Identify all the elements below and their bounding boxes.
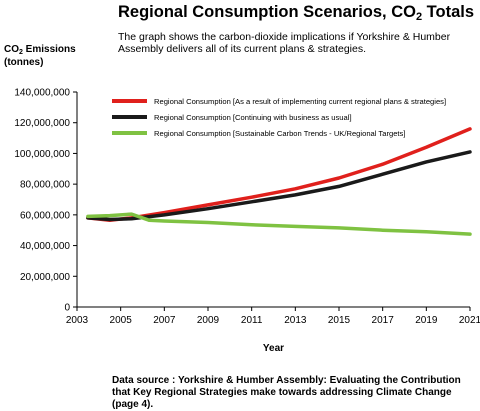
y-tick-label: 120,000,000 <box>14 118 70 129</box>
legend-label-1: Regional Consumption [As a result of imp… <box>154 97 446 106</box>
x-tick-label: 2005 <box>110 315 133 326</box>
legend-label-2: Regional Consumption [Continuing with bu… <box>154 113 352 122</box>
x-tick-label: 2003 <box>66 315 89 326</box>
y-tick-label: 40,000,000 <box>20 241 70 252</box>
legend-label-3: Regional Consumption [Sustainable Carbon… <box>154 129 405 138</box>
x-tick-label: 2021 <box>459 315 480 326</box>
x-axis-title: Year <box>263 343 284 354</box>
x-tick-label: 2013 <box>284 315 307 326</box>
x-tick-label: 2009 <box>197 315 220 326</box>
y-tick-label: 60,000,000 <box>20 210 70 221</box>
chart-title: Regional Consumption Scenarios, CO2 Tota… <box>118 3 475 23</box>
x-tick-label: 2017 <box>372 315 395 326</box>
x-tick-label: 2007 <box>153 315 176 326</box>
x-tick-label: 2019 <box>415 315 438 326</box>
chart-description: The graph shows the carbon-dioxide impli… <box>118 31 451 55</box>
series-line-3 <box>86 212 472 236</box>
x-tick-label: 2015 <box>328 315 351 326</box>
series-line-1 <box>86 127 472 222</box>
y-axis-label: CO2 Emissions (tonnes) <box>4 44 76 68</box>
series-line-2 <box>86 150 472 222</box>
y-tick-label: 80,000,000 <box>20 180 70 191</box>
x-tick-label: 2011 <box>241 315 263 326</box>
data-source-note: Data source : Yorkshire & Humber Assembl… <box>112 375 461 410</box>
y-tick-label: 20,000,000 <box>20 272 70 283</box>
y-tick-label: 100,000,000 <box>14 149 70 160</box>
y-tick-label: 0 <box>64 303 70 314</box>
y-tick-label: 140,000,000 <box>14 88 70 99</box>
